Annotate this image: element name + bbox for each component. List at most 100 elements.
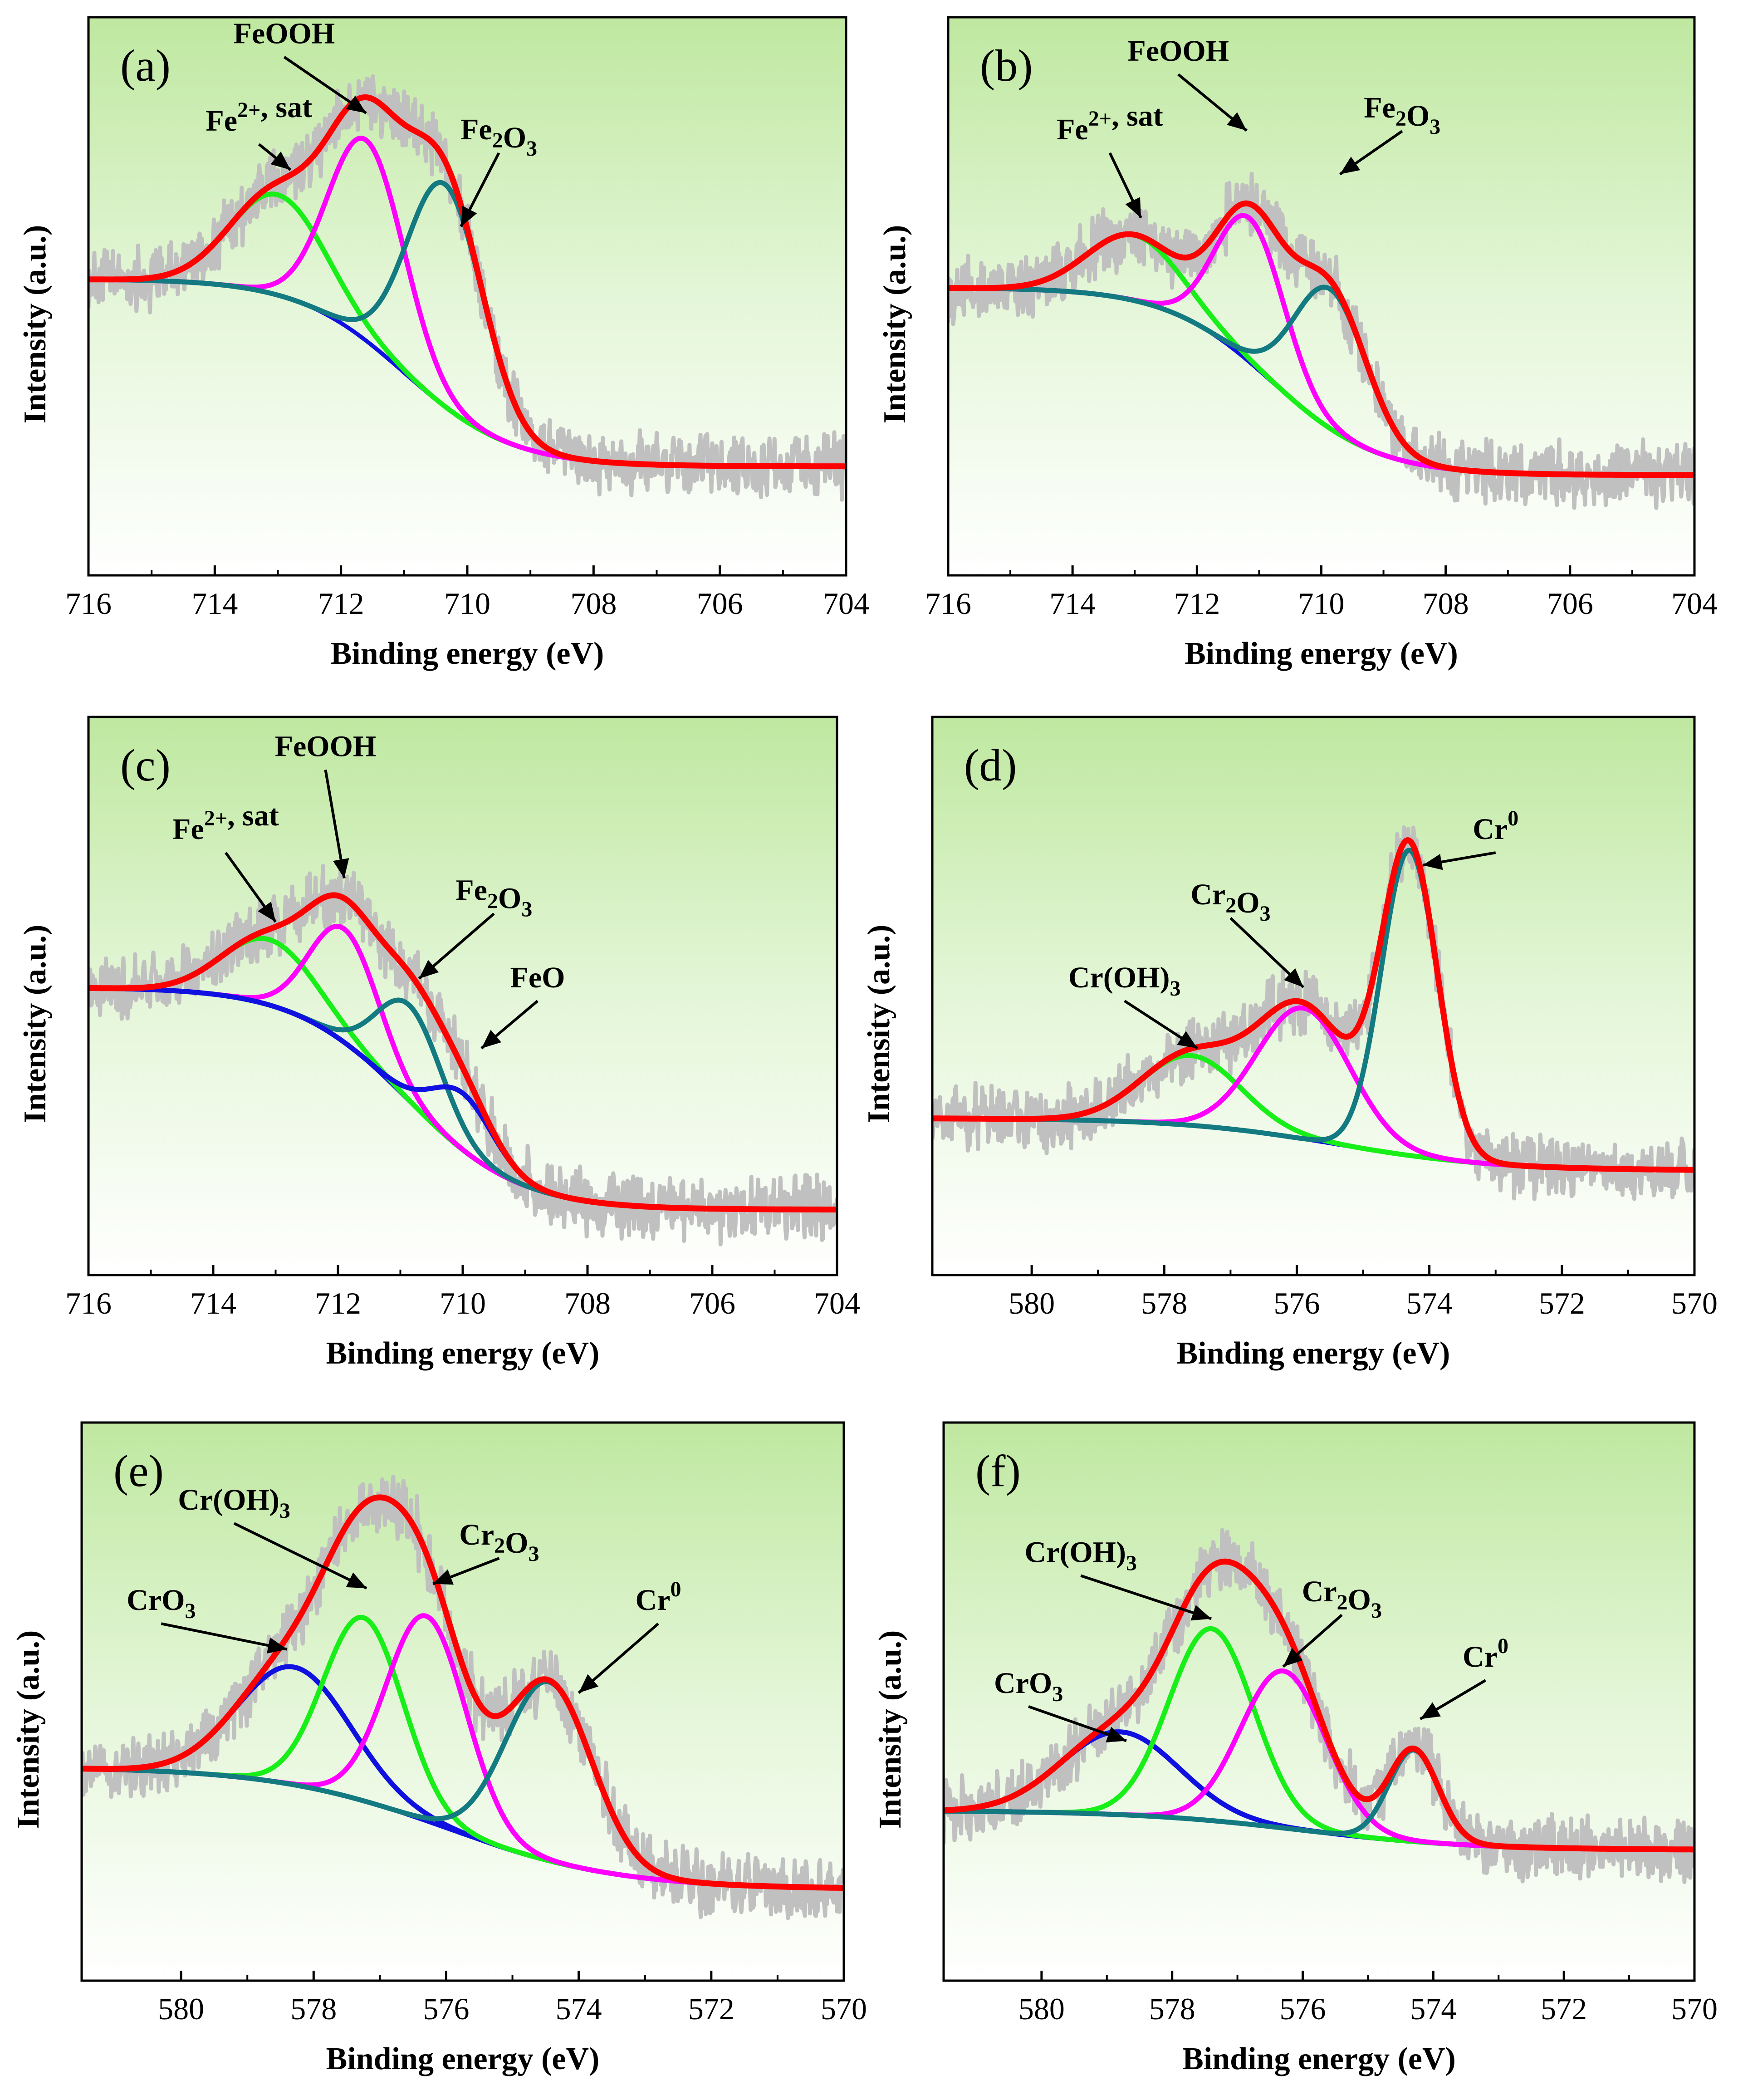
arrow-head [419, 960, 439, 979]
peak-annotation: Cr(OH)3 [178, 1483, 367, 1590]
x-axis-title: Binding energy (eV) [1177, 1336, 1450, 1371]
panel-e: 580 578 576 574 572 570 Binding energy (eV) Int… [11, 1421, 867, 2076]
annotation-label: FeOOH [275, 730, 377, 763]
x-axis-title: Binding energy (eV) [326, 1336, 600, 1371]
peak-annotation: Cr2O3 [1282, 1575, 1382, 1668]
x-tick-label: 574 [1410, 1992, 1456, 2026]
panel-label: (c) [120, 740, 171, 790]
plot-area [944, 1528, 1694, 1884]
y-axis-title: Intensity (a.u.) [873, 1630, 908, 1829]
panel-label: (e) [113, 1446, 164, 1496]
x-tick-label: 716 [925, 586, 971, 621]
x-tick-label: 578 [290, 1992, 337, 2026]
arrow-head [258, 902, 276, 922]
x-tick-label: 716 [65, 586, 112, 621]
x-tick-label: 708 [564, 1286, 611, 1320]
peak-annotation: Fe2+, sat [206, 91, 312, 171]
annotation-arrow [233, 1522, 367, 1590]
x-axis-title: Binding energy (eV) [326, 2041, 600, 2076]
annotation-label: Cr2O3 [1302, 1575, 1382, 1623]
peak-annotation: Cr0 [1420, 1634, 1508, 1721]
annotation-label: FeOOH [234, 17, 335, 50]
annotation-label: Fe2O3 [460, 113, 537, 161]
panel-label: (a) [120, 40, 171, 91]
x-tick-label: 576 [1273, 1286, 1320, 1320]
x-tick-label: 714 [1049, 586, 1096, 621]
y-axis-title: Intensity (a.u.) [18, 925, 53, 1124]
annotation-label: Cr0 [1463, 1634, 1508, 1673]
x-tick-label: 576 [1280, 1992, 1326, 2026]
annotation-label: CrO3 [994, 1667, 1063, 1706]
arrow-head [433, 1569, 454, 1585]
peak-annotation: Cr2O3 [432, 1518, 539, 1585]
peak-annotation: CrO3 [127, 1584, 288, 1654]
y-axis-title: Intensity (a.u.) [18, 225, 53, 424]
peak-annotation: Fe2+, sat [172, 799, 279, 923]
x-tick-label: 708 [1423, 586, 1469, 621]
arrow-head [270, 151, 291, 170]
x-tick-label: 574 [1406, 1286, 1453, 1320]
arrow-head [1423, 854, 1443, 870]
peak-annotation: Fe2+, sat [1057, 99, 1163, 219]
x-tick-label: 578 [1149, 1992, 1195, 2026]
envelope-fit [944, 1558, 1694, 1853]
x-tick-label: 712 [1174, 586, 1220, 621]
x-tick-label: 572 [1541, 1992, 1587, 2026]
arrow-head [346, 95, 367, 113]
panel-d: 580 578 576 574 572 570 Binding energy (eV) Int… [862, 716, 1718, 1371]
x-tick-label: 714 [190, 1286, 236, 1320]
annotation-arrow [1080, 1574, 1212, 1620]
x-tick-label: 580 [158, 1992, 204, 2026]
panel-b: 716 714 712 710 708 706 704 Binding energy (eV)… [877, 16, 1718, 671]
arrow-head [461, 206, 477, 227]
annotation-label: Fe2+, sat [206, 91, 312, 137]
envelope-fit [948, 200, 1694, 478]
panel-label: (b) [980, 40, 1033, 91]
arrow-head [1340, 157, 1361, 174]
annotation-arrow [161, 1622, 288, 1651]
envelope-fit [932, 837, 1694, 1173]
annotation-label: Fe2+, sat [172, 799, 279, 846]
annotation-label: Cr0 [1473, 806, 1518, 846]
x-tick-label: 570 [1671, 1992, 1718, 2026]
peak-annotation: Fe2O3 [1339, 91, 1440, 176]
x-tick-label: 706 [697, 586, 743, 621]
x-tick-label: 704 [823, 586, 869, 621]
arrow-head [481, 1030, 501, 1049]
arrow-head [346, 1572, 367, 1589]
x-tick-label: 578 [1141, 1286, 1187, 1320]
plot-frame [80, 1421, 845, 1982]
arrow-head [1284, 968, 1304, 987]
peak-annotation: Cr2O3 [1190, 878, 1305, 988]
y-axis-title: Intensity (a.u.) [862, 925, 896, 1124]
annotation-label: Cr(OH)3 [1024, 1536, 1137, 1575]
peak-annotation: Cr0 [578, 1577, 681, 1694]
envelope-fit [82, 1494, 844, 1891]
envelope-fit [88, 892, 837, 1213]
x-tick-label: 704 [1671, 586, 1718, 621]
x-tick-label: 712 [315, 1286, 361, 1320]
x-tick-label: 572 [1539, 1286, 1585, 1320]
annotation-label: Fe2O3 [1364, 91, 1440, 139]
x-tick-label: 580 [1018, 1992, 1065, 2026]
annotation-label: Fe2O3 [455, 874, 532, 922]
annotation-label: Cr0 [635, 1577, 681, 1617]
plot-frame [931, 716, 1696, 1276]
x-tick-label: 710 [444, 586, 490, 621]
raw-spectrum [932, 825, 1694, 1201]
y-axis-title: Intensity (a.u.) [11, 1630, 46, 1829]
peak-annotation: CrO3 [994, 1667, 1127, 1742]
arrow-head [578, 1674, 599, 1693]
arrow-head [1227, 112, 1247, 131]
plot-area [82, 1474, 844, 1920]
annotation-label: Cr2O3 [1190, 878, 1270, 926]
plot-area [932, 825, 1694, 1201]
x-tick-label: 710 [1298, 586, 1345, 621]
panel-label: (d) [964, 740, 1017, 790]
peak-annotation: FeOOH [234, 17, 367, 114]
envelope-fit [88, 94, 846, 470]
peak-annotation: Cr(OH)3 [1068, 961, 1198, 1050]
x-tick-label: 574 [556, 1992, 602, 2026]
annotation-label: FeOOH [1127, 34, 1229, 68]
arrow-head [333, 858, 349, 878]
